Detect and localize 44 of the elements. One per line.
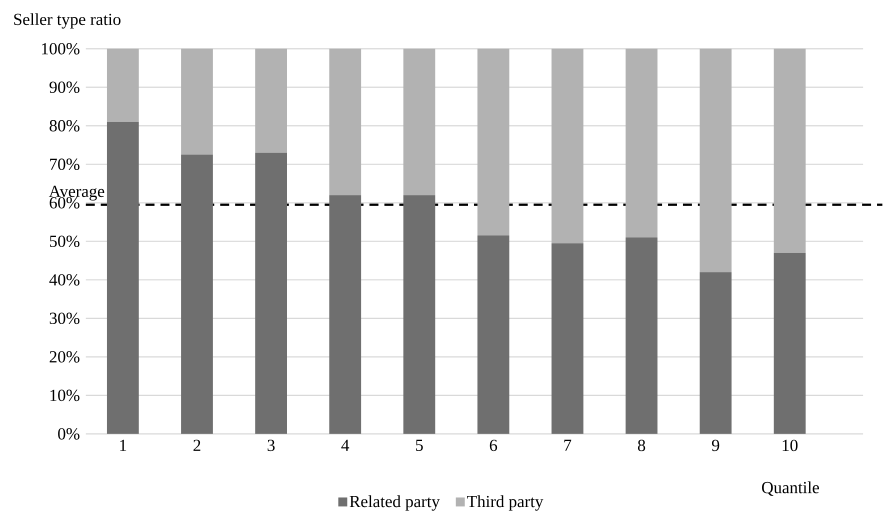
y-tick-label: 40% — [49, 274, 80, 286]
y-tick-label: 50% — [50, 236, 80, 248]
bar — [255, 152, 288, 434]
x-tick-label: 6 — [490, 440, 498, 452]
bar — [700, 49, 732, 272]
y-tick-label: 10% — [50, 390, 80, 402]
x-tick-label: 10 — [782, 440, 798, 452]
bar — [552, 49, 584, 244]
x-tick-label: 5 — [416, 440, 423, 452]
bar — [329, 195, 362, 434]
bar — [700, 272, 732, 434]
legend-label: Third party — [467, 496, 544, 511]
y-tick-label: 20% — [50, 351, 80, 363]
x-axis-title: Quantile — [762, 482, 819, 496]
bar — [106, 49, 139, 122]
bar — [774, 253, 806, 434]
x-tick-label: 3 — [268, 440, 275, 452]
legend-label: Related party — [350, 496, 440, 511]
bar — [626, 49, 658, 238]
bar — [329, 49, 362, 196]
x-tick-label: 2 — [194, 440, 200, 452]
y-tick-label: 70% — [50, 158, 80, 170]
bar — [403, 195, 436, 434]
x-tick-label: 4 — [341, 440, 350, 452]
x-tick-label: 1 — [120, 440, 126, 452]
bar — [403, 49, 436, 196]
bar — [477, 49, 510, 236]
x-tick-label: 9 — [712, 440, 720, 452]
bar — [626, 238, 658, 434]
y-tick-label: 90% — [50, 82, 80, 94]
bar — [774, 49, 806, 254]
bar — [181, 154, 213, 434]
y-tick-label: 30% — [50, 312, 80, 324]
bar — [552, 244, 584, 434]
y-tick-label: 0% — [58, 428, 80, 440]
x-tick-label: 8 — [638, 440, 646, 452]
bar — [181, 49, 213, 155]
y-tick-label: 80% — [50, 120, 80, 132]
chart-title: Seller type ratio — [14, 13, 120, 29]
bar — [106, 122, 139, 434]
bar — [477, 236, 510, 434]
bar — [255, 49, 288, 153]
x-tick-label: 7 — [564, 440, 572, 452]
y-tick-label: 100% — [42, 43, 80, 55]
